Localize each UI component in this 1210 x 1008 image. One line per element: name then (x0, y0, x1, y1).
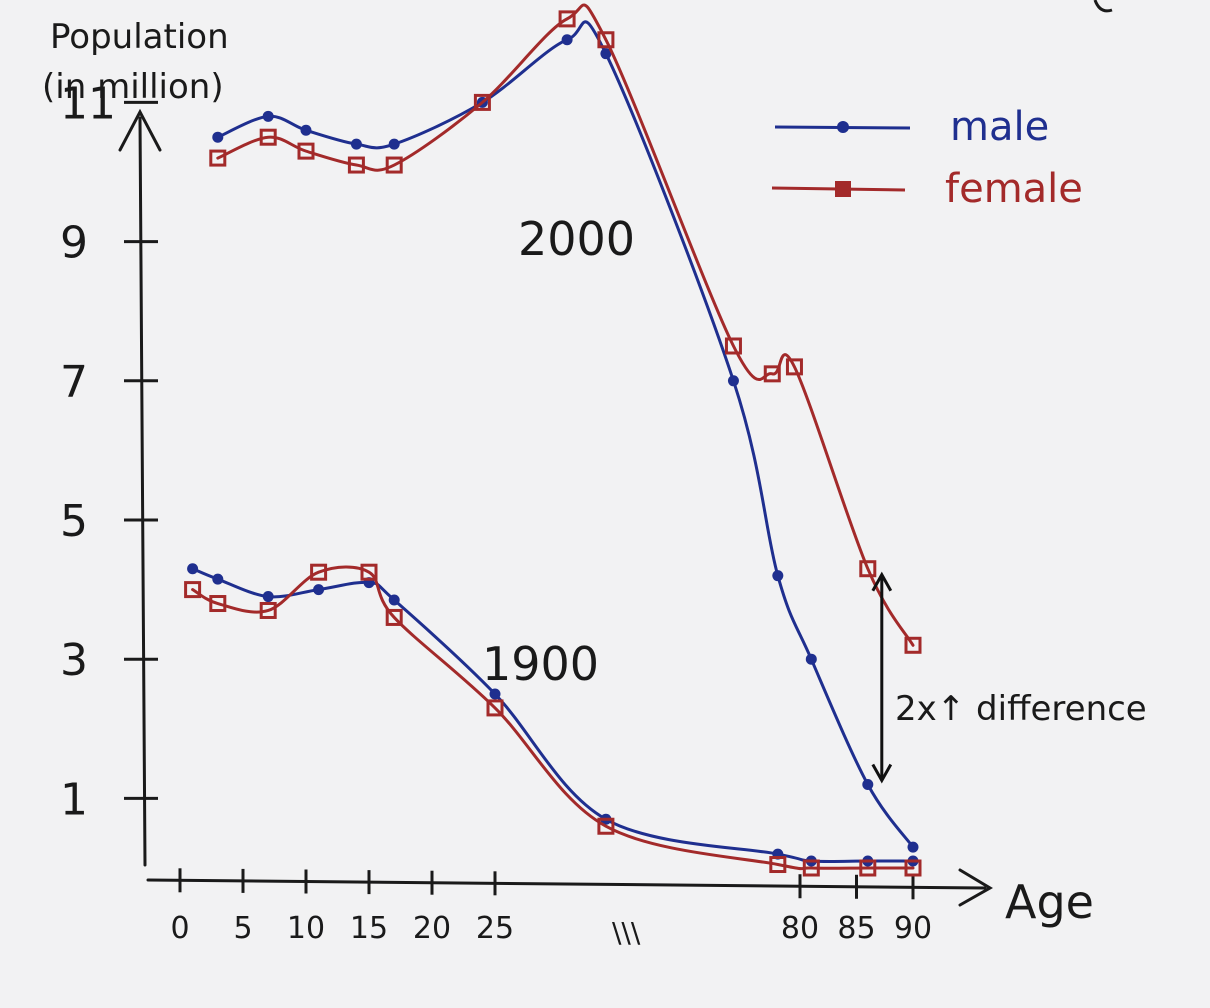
series-layer (184, 3, 922, 877)
data-point-female (597, 817, 615, 835)
x-tick-label: 85 (837, 911, 875, 946)
data-point-female (558, 10, 576, 28)
annotation-arrowhead-top (871, 571, 893, 592)
data-point-female (259, 128, 277, 146)
corner-scribble (1093, 0, 1113, 13)
data-point-female (785, 358, 803, 376)
data-point-female (385, 156, 403, 174)
legend: male female (771, 104, 1083, 212)
data-point-male (805, 653, 817, 665)
series-line-female-2000 (216, 3, 915, 647)
y-tick-label: 1 (60, 774, 88, 825)
annotation-arrowhead-bottom (871, 763, 893, 784)
legend-female-label: female (945, 166, 1083, 212)
data-point-female (347, 156, 365, 174)
group-label-1900: 1900 (482, 637, 599, 691)
data-point-male (561, 34, 573, 46)
data-point-female (769, 856, 787, 874)
x-tick-label: 10 (287, 911, 325, 946)
y-axis-arrowhead (118, 108, 162, 152)
data-point-male (388, 594, 400, 606)
legend-female-marker (835, 181, 851, 197)
data-point-female (209, 595, 227, 613)
series-line-male-2000 (216, 20, 915, 849)
data-point-male (727, 375, 739, 387)
data-point-female (597, 31, 615, 49)
x-tick-label: 90 (894, 911, 932, 946)
y-tick-label: 5 (60, 496, 88, 547)
data-point-male (300, 124, 312, 136)
data-point-male (600, 48, 612, 60)
data-point-male (262, 591, 274, 603)
series-line-male-1900 (191, 567, 915, 864)
x-tick-label: 0 (170, 911, 189, 946)
x-tick-labels: 0 5 10 15 20 25 80 85 90 (170, 911, 932, 946)
data-point-female (859, 560, 877, 578)
data-point-male (313, 584, 325, 596)
data-point-male (262, 110, 274, 122)
y-tick-label: 3 (60, 635, 88, 686)
x-tick-label: 25 (476, 911, 514, 946)
data-point-male (212, 131, 224, 143)
x-tick-label: 15 (350, 911, 388, 946)
data-point-female (802, 859, 820, 877)
data-point-female (904, 859, 922, 877)
y-axis-title-line2: (in million) (42, 67, 224, 107)
annotation-text: 2x↑ difference (895, 689, 1147, 729)
annotation (871, 571, 893, 784)
y-tick-labels: 1 3 5 7 9 11 (60, 78, 116, 825)
y-tick-label: 7 (60, 357, 88, 408)
data-point-female (209, 149, 227, 167)
data-point-male (862, 778, 874, 790)
data-point-female (724, 337, 742, 355)
y-axis (138, 116, 147, 867)
group-label-2000: 2000 (518, 212, 635, 266)
data-point-female (184, 581, 202, 599)
y-axis-title-line1: Population (50, 17, 229, 57)
y-tick-label: 9 (60, 218, 88, 269)
data-point-male (212, 573, 224, 585)
y-tick-label: 11 (60, 78, 116, 129)
data-point-female (385, 608, 403, 626)
data-point-female (763, 365, 781, 383)
data-point-male (388, 138, 400, 150)
data-point-female (360, 563, 378, 581)
data-point-male (489, 688, 501, 700)
x-axis (146, 878, 987, 890)
x-axis-arrowhead (958, 868, 993, 907)
x-axis-break-mark: \\\ (612, 916, 641, 949)
data-point-male (772, 570, 784, 582)
data-point-male (187, 563, 199, 575)
x-axis-title: Age (1005, 875, 1094, 929)
data-point-male (907, 841, 919, 853)
data-point-female (310, 563, 328, 581)
legend-male-marker (837, 121, 849, 133)
x-tick-label: 80 (781, 911, 819, 946)
x-tick-label: 5 (233, 911, 252, 946)
data-point-female (486, 699, 504, 717)
x-tick-label: 20 (413, 911, 451, 946)
data-point-female (473, 93, 491, 111)
data-point-female (297, 142, 315, 160)
series-line-female-1900 (191, 565, 915, 871)
data-point-female (904, 636, 922, 654)
legend-male-label: male (950, 104, 1049, 150)
x-tick-marks (178, 868, 915, 900)
y-tick-marks (124, 100, 158, 800)
data-point-female (259, 601, 277, 619)
data-point-female (859, 859, 877, 877)
data-point-male (350, 138, 362, 150)
